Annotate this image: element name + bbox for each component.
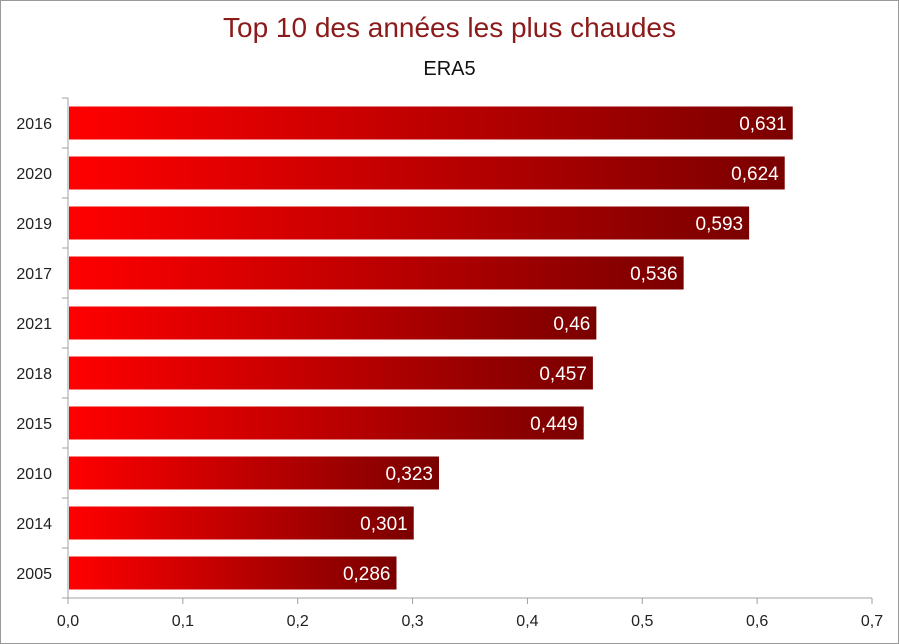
x-tick-label: 0,6 bbox=[746, 613, 768, 630]
y-tick-label: 2017 bbox=[16, 266, 52, 283]
data-label-2020: 0,624 bbox=[731, 164, 779, 185]
data-label-2016: 0,631 bbox=[739, 114, 787, 135]
y-tick-label: 2019 bbox=[16, 216, 52, 233]
chart-title: Top 10 des années les plus chaudes bbox=[223, 12, 676, 43]
bar-2019 bbox=[69, 206, 750, 240]
x-tick-label: 0,0 bbox=[57, 613, 79, 630]
bar-2015 bbox=[69, 406, 584, 440]
bar-2021 bbox=[69, 306, 597, 340]
data-label-2010: 0,323 bbox=[385, 464, 433, 485]
x-tick-label: 0,2 bbox=[287, 613, 309, 630]
bar-2016 bbox=[69, 106, 793, 140]
bar-2010 bbox=[69, 456, 439, 490]
x-tick-label: 0,7 bbox=[861, 613, 883, 630]
x-tick-label: 0,1 bbox=[172, 613, 194, 630]
data-label-2014: 0,301 bbox=[360, 514, 408, 535]
x-tick-label: 0,4 bbox=[516, 613, 538, 630]
y-tick-label: 2018 bbox=[16, 366, 52, 383]
data-label-2015: 0,449 bbox=[530, 414, 578, 435]
y-tick-label: 2016 bbox=[16, 116, 52, 133]
bar-2005 bbox=[69, 556, 397, 590]
bar-2018 bbox=[69, 356, 593, 390]
y-tick-label: 2015 bbox=[16, 416, 52, 433]
data-label-2018: 0,457 bbox=[539, 364, 587, 385]
bar-2017 bbox=[69, 256, 684, 290]
x-tick-label: 0,3 bbox=[401, 613, 423, 630]
y-tick-label: 2021 bbox=[16, 316, 52, 333]
x-tick-label: 0,5 bbox=[631, 613, 653, 630]
data-label-2017: 0,536 bbox=[630, 264, 678, 285]
data-label-2005: 0,286 bbox=[343, 564, 391, 585]
y-tick-label: 2010 bbox=[16, 466, 52, 483]
bar-2014 bbox=[69, 506, 414, 540]
bar-2020 bbox=[69, 156, 785, 190]
y-tick-label: 2005 bbox=[16, 566, 52, 583]
data-label-2021: 0,46 bbox=[553, 314, 590, 335]
data-label-2019: 0,593 bbox=[696, 214, 744, 235]
chart-subtitle: ERA5 bbox=[423, 58, 476, 80]
y-tick-label: 2014 bbox=[16, 516, 52, 533]
y-tick-label: 2020 bbox=[16, 166, 52, 183]
